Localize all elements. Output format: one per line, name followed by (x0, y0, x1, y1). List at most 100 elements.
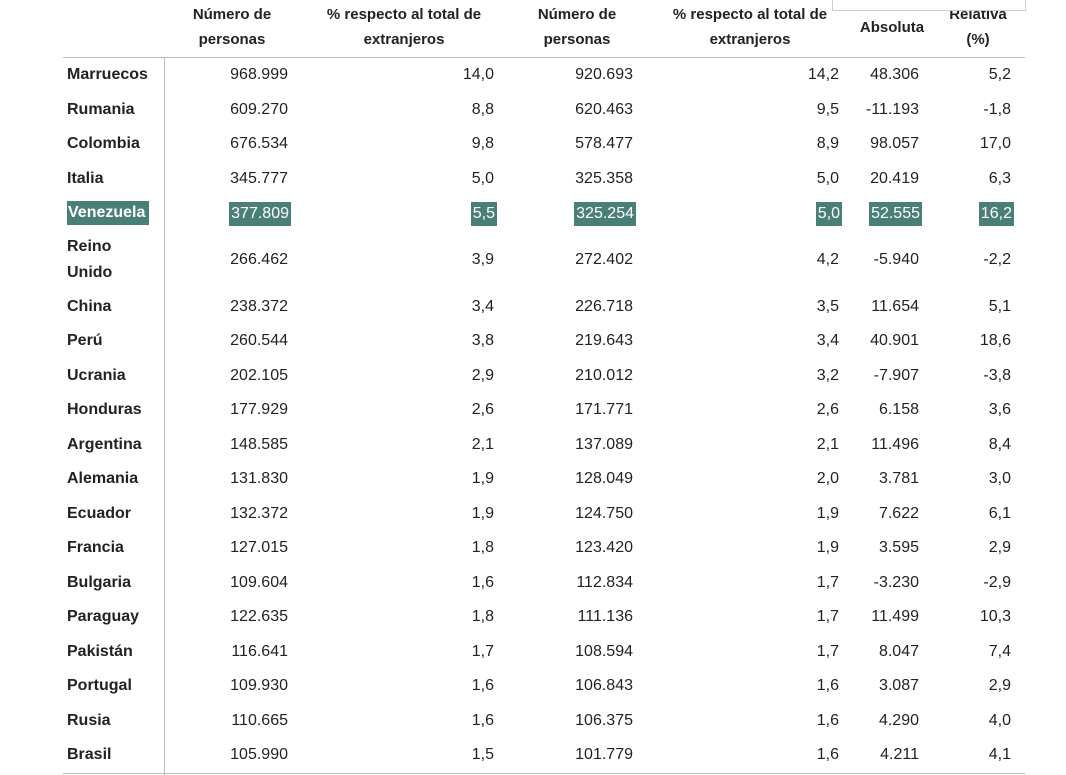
cell-value: 620.463 (575, 100, 633, 118)
cell-value: 122.635 (230, 608, 288, 626)
cell-value: 1,6 (816, 711, 839, 729)
cell-value: 1,6 (816, 746, 839, 764)
row-label: Reino Unido (67, 238, 113, 281)
row-label: Honduras (67, 401, 142, 419)
cell-value: 11.654 (871, 297, 919, 315)
cell-value: 377.809 (229, 202, 291, 227)
row-label: Italia (67, 169, 104, 187)
cell-value: 1,7 (816, 573, 839, 591)
cell-value: 3,5 (816, 297, 839, 315)
row-label: Rumania (67, 100, 135, 118)
cell-value: 1,6 (471, 573, 494, 591)
cell-value: 106.375 (575, 711, 633, 729)
cell-value: 40.901 (870, 332, 919, 350)
cell-value: 226.718 (575, 297, 633, 315)
cell-value: 676.534 (230, 135, 288, 153)
row-label: Brasil (67, 746, 112, 764)
row-label: Argentina (67, 435, 142, 453)
cell-value: 1,8 (471, 539, 494, 557)
cell-value: 101.779 (575, 746, 633, 764)
cell-value: 1,7 (816, 608, 839, 626)
cell-value: 137.089 (575, 435, 633, 453)
cell-value: 128.049 (575, 470, 633, 488)
cell-value: 7.622 (878, 504, 919, 522)
cell-value: 1,7 (816, 642, 839, 660)
row-label: Paraguay (67, 608, 140, 626)
cell-value: 6,3 (988, 169, 1011, 187)
cell-value: 109.604 (230, 573, 288, 591)
cell-value: 9,8 (471, 135, 494, 153)
cell-value: 4,2 (816, 251, 839, 268)
cell-value: 1,6 (816, 677, 839, 695)
cell-value: 3.595 (878, 539, 919, 557)
cell-value: -2,2 (983, 251, 1011, 268)
cell-value: 3,6 (988, 401, 1011, 419)
column-header: Absoluta (859, 18, 925, 36)
cell-value: 98.057 (870, 135, 919, 153)
cell-value: 1,6 (471, 677, 494, 695)
cell-value: 238.372 (230, 297, 288, 315)
cell-value: 578.477 (575, 135, 633, 153)
cell-value: 105.990 (230, 746, 288, 764)
cell-value: 325.254 (574, 202, 636, 227)
cell-value: 266.462 (230, 251, 288, 268)
column-header: Número de personas (537, 6, 617, 48)
bottom-rule (63, 773, 1025, 774)
cell-value: 3,4 (471, 297, 494, 315)
cell-value: 920.693 (575, 66, 633, 84)
cell-value: 6,1 (988, 504, 1011, 522)
cell-value: 112.834 (576, 573, 633, 591)
cell-value: 10,3 (979, 608, 1011, 626)
cell-value: -11.193 (865, 100, 919, 118)
cell-value: 20.419 (870, 169, 919, 187)
cell-value: 5,0 (471, 169, 494, 187)
cell-value: 210.012 (575, 366, 633, 384)
cell-value: 14,2 (807, 66, 839, 84)
cell-value: 2,1 (471, 435, 494, 453)
column-header: Número de personas (192, 6, 272, 48)
row-label: Portugal (67, 677, 132, 695)
cell-value: 345.777 (230, 169, 288, 187)
cell-value: 1,7 (471, 642, 494, 660)
row-label: Rusia (67, 711, 111, 729)
cell-value: 110.665 (231, 711, 288, 729)
row-label: Francia (67, 539, 124, 557)
cell-value: 177.929 (230, 401, 288, 419)
cell-value: -7.907 (873, 366, 919, 384)
cell-value: 1,9 (816, 539, 839, 557)
cell-value: 2,0 (816, 470, 839, 488)
cell-value: 132.372 (230, 504, 288, 522)
cell-value: 5,0 (815, 202, 842, 227)
cell-value: 202.105 (230, 366, 288, 384)
cell-value: 4.290 (878, 711, 919, 729)
cell-value: 3,9 (471, 251, 494, 268)
cell-value: 1,9 (816, 504, 839, 522)
cell-value: 260.544 (230, 332, 288, 350)
cell-value: 3,0 (988, 470, 1011, 488)
cell-value: 5,0 (816, 169, 839, 187)
tooltip-box (832, 0, 1026, 11)
row-label: Perú (67, 332, 103, 350)
cell-value: 14,0 (462, 66, 494, 84)
column-header: % respecto al total de extranjeros (672, 6, 828, 48)
cell-value: 2,6 (816, 401, 839, 419)
cell-value: 48.306 (870, 66, 919, 84)
cell-value: 219.643 (575, 332, 633, 350)
cell-value: 17,0 (979, 135, 1011, 153)
cell-value: 108.594 (575, 642, 633, 660)
cell-value: 4,1 (988, 746, 1011, 764)
cell-value: 3,2 (816, 366, 839, 384)
row-label: Ucrania (67, 366, 126, 384)
cell-value: 325.358 (575, 169, 633, 187)
row-label: Alemania (67, 470, 139, 488)
cell-value: 1,6 (471, 711, 494, 729)
row-label: Colombia (67, 135, 140, 153)
cell-value: 111.136 (577, 608, 633, 626)
cell-value: 2,9 (988, 677, 1011, 695)
cell-value: 7,4 (988, 642, 1011, 660)
cell-value: 8.047 (878, 642, 919, 660)
cell-value: 16,2 (978, 202, 1014, 227)
cell-value: 8,4 (988, 435, 1011, 453)
cell-value: 4,0 (988, 711, 1011, 729)
